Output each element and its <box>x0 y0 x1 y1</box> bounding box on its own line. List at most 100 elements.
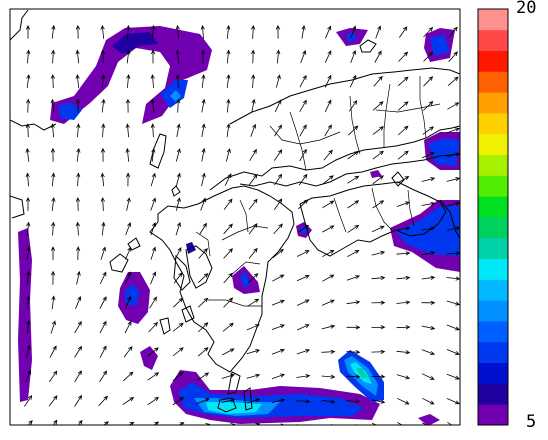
wind-arrow <box>347 250 360 258</box>
wind-arrow <box>26 49 31 64</box>
wind-arrow <box>346 350 361 355</box>
wind-arrow <box>198 322 209 333</box>
wind-arrow <box>150 222 156 236</box>
colorbar-segment <box>478 196 508 218</box>
wind-arrow <box>51 24 56 39</box>
wind-arrow <box>371 275 386 281</box>
wind-arrow <box>247 298 260 307</box>
region-north-band <box>50 26 212 124</box>
wind-arrow <box>296 275 310 282</box>
wind-arrow <box>300 49 307 64</box>
colorbar-segment <box>478 279 508 301</box>
wind-arrow <box>98 395 109 407</box>
wind-arrow <box>197 347 209 357</box>
wind-arrow <box>346 325 361 330</box>
wind-arrow <box>76 123 81 138</box>
wind-arrow <box>298 173 308 186</box>
wind-arrow <box>50 123 55 138</box>
wind-arrow <box>350 49 357 64</box>
wind-arrow <box>296 374 311 379</box>
wind-arrow <box>396 300 411 305</box>
wind-arrow <box>325 25 332 39</box>
wind-arrow <box>99 296 107 309</box>
wind-arrow <box>274 173 283 186</box>
wind-arrow <box>176 123 181 138</box>
wind-arrow <box>50 98 55 113</box>
wind-arrow <box>421 226 436 231</box>
wind-arrow <box>223 223 233 235</box>
wind-arrow <box>99 370 108 383</box>
wind-arrow <box>373 75 383 87</box>
wind-arrow <box>251 74 256 89</box>
wind-arrow <box>324 124 332 137</box>
wind-arrow <box>175 172 181 187</box>
wind-arrow <box>422 397 435 405</box>
wind-arrow <box>151 24 156 39</box>
wind-arrow <box>99 271 107 285</box>
wind-arrow <box>446 177 460 182</box>
wind-arrow <box>421 325 436 330</box>
wind-arrow <box>50 270 56 285</box>
wind-arrow <box>150 49 156 64</box>
wind-arrow <box>446 373 460 380</box>
wind-arrow <box>199 222 207 235</box>
colorbar-segment <box>478 237 508 259</box>
wind-arrow <box>28 419 33 425</box>
wind-arrow <box>246 398 261 404</box>
wind-arrow <box>446 201 460 207</box>
wind-arrow <box>421 422 428 425</box>
wind-arrow <box>396 226 411 231</box>
wind-arrow <box>301 24 306 39</box>
wind-arrow <box>421 300 436 305</box>
wind-arrow <box>299 124 307 137</box>
wind-arrow <box>421 251 436 256</box>
wind-arrow <box>76 147 81 162</box>
wind-arrow <box>272 248 284 259</box>
wind-arrow <box>50 74 55 89</box>
colorbar-segment <box>478 50 508 72</box>
wind-arrow <box>200 24 205 39</box>
wind-arrow <box>201 172 206 187</box>
wind-arrow <box>48 395 58 407</box>
wind-arrow <box>321 349 336 354</box>
colorbar-segment <box>478 217 508 239</box>
wind-arrow <box>274 124 283 137</box>
wind-arrow <box>324 50 332 63</box>
wind-arrow <box>398 26 408 38</box>
wind-arrow <box>251 98 256 113</box>
colorbar-segment <box>478 383 508 405</box>
wind-arrow <box>26 98 31 113</box>
wind-arrow <box>372 200 385 209</box>
wind-arrow <box>273 149 283 161</box>
wind-arrow <box>296 349 311 355</box>
wind-arrow <box>324 74 332 88</box>
wind-arrow <box>272 274 285 282</box>
wind-arrow <box>371 250 386 256</box>
wind-arrow <box>397 125 409 136</box>
wind-arrow <box>101 123 106 138</box>
wind-arrow <box>150 271 157 285</box>
wind-arrow <box>447 102 460 110</box>
wind-arrow <box>446 226 460 231</box>
wind-arrow <box>201 123 206 138</box>
wind-arrow <box>101 98 106 113</box>
wind-arrow <box>173 297 184 308</box>
colorbar-min-label: 5 <box>526 412 537 432</box>
wind-arrow <box>271 373 285 380</box>
wind-arrow <box>421 152 435 159</box>
wind-arrow <box>322 249 335 258</box>
wind-arrow <box>221 373 236 379</box>
wind-arrow <box>397 150 409 160</box>
wind-arrow <box>26 221 31 236</box>
wind-arrow <box>50 246 56 261</box>
wind-arrow <box>371 225 385 233</box>
colorbar-frame <box>477 8 509 426</box>
wind-arrow <box>421 275 436 280</box>
colorbar-segment <box>478 113 508 135</box>
wind-arrow <box>196 398 210 404</box>
wind-arrow <box>125 123 130 138</box>
wind-arrow <box>271 348 285 355</box>
wind-arrow <box>100 172 105 187</box>
wind-arrow <box>446 398 460 405</box>
wind-arrow <box>101 74 106 89</box>
